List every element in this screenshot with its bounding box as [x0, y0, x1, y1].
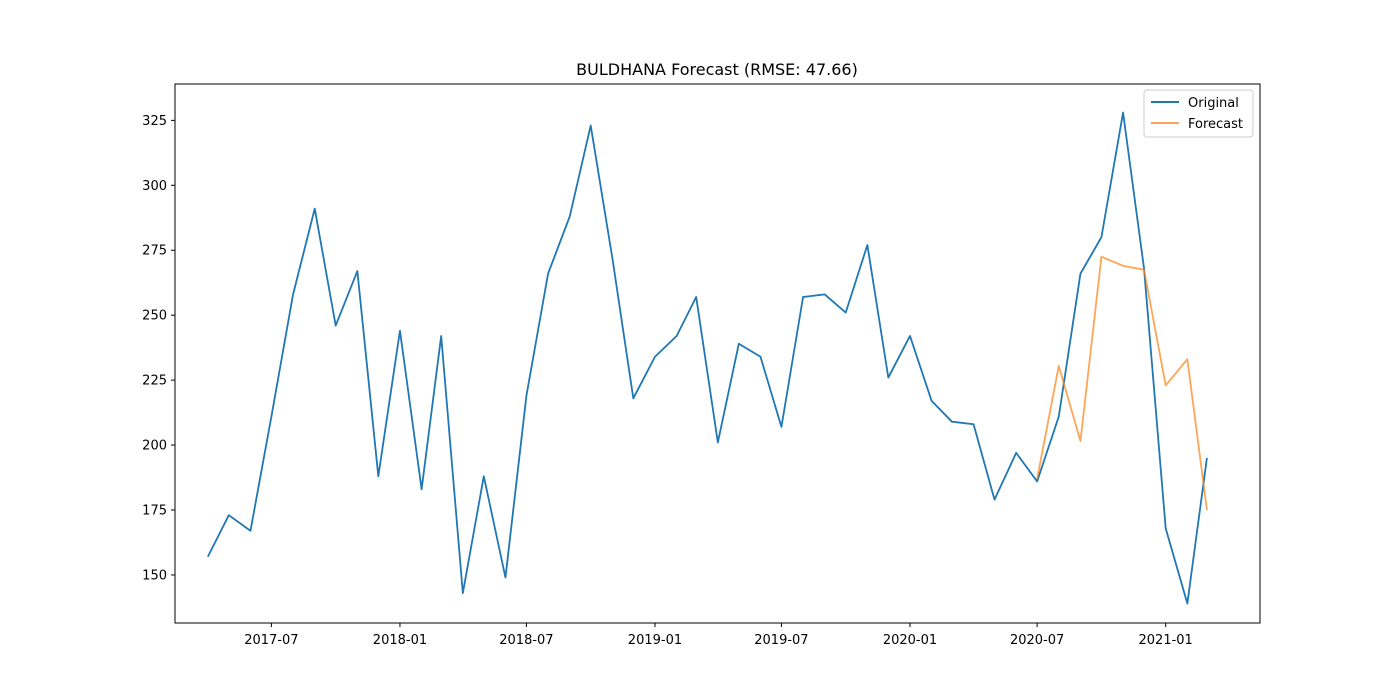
y-tick-label: 175 [142, 504, 167, 519]
y-tick-label: 300 [142, 179, 167, 194]
y-tick-label: 250 [142, 309, 167, 324]
y-tick-label: 150 [142, 568, 167, 583]
x-tick-label: 2019-07 [754, 633, 808, 648]
series-layer [207, 111, 1208, 605]
series-line-original [207, 111, 1208, 605]
x-tick-label: 2018-01 [373, 633, 427, 648]
chart-title: BULDHANA Forecast (RMSE: 47.66) [576, 60, 858, 79]
axes-frame [174, 83, 1261, 624]
legend-label-original: Original [1188, 96, 1239, 111]
x-tick-label: 2017-07 [244, 633, 298, 648]
axes-layer: 150 175 200 225 250 275 300 325 2017-07 2018-01 20… [142, 83, 1261, 648]
y-tick-label: 225 [142, 374, 167, 389]
legend-label-forecast: Forecast [1188, 117, 1243, 132]
y-tick-label: 275 [142, 244, 167, 259]
y-tick-label: 200 [142, 439, 167, 454]
x-tick-label: 2019-01 [628, 633, 682, 648]
x-tick-label: 2018-07 [499, 633, 553, 648]
plot-area [175, 84, 1260, 623]
x-tick-label: 2021-01 [1139, 633, 1193, 648]
x-tick-label: 2020-07 [1010, 633, 1064, 648]
series-line-forecast [1036, 255, 1208, 511]
legend: Original Forecast [1143, 89, 1254, 138]
y-tick-label: 325 [142, 114, 167, 129]
x-tick-label: 2020-01 [883, 633, 937, 648]
